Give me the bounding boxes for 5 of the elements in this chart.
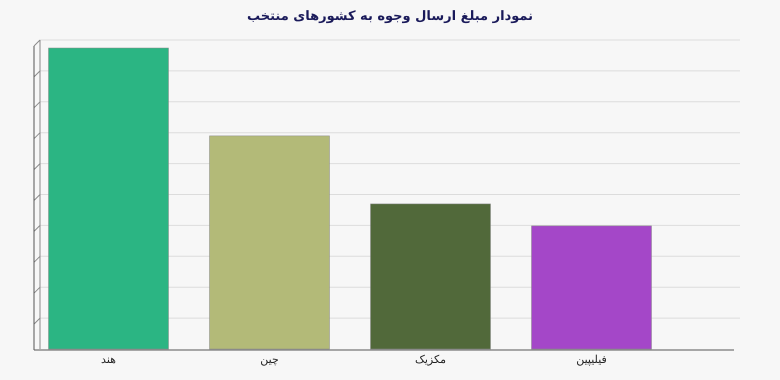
- x-tick-label: هند: [101, 353, 116, 366]
- title: نمودار مبلغ ارسال وجوه به کشورهای منتخب: [247, 9, 533, 24]
- x-tick-label: فیلیپین: [576, 353, 607, 366]
- x-tick-label: مکزیک: [415, 353, 446, 366]
- x-tick-label: چین: [260, 353, 279, 366]
